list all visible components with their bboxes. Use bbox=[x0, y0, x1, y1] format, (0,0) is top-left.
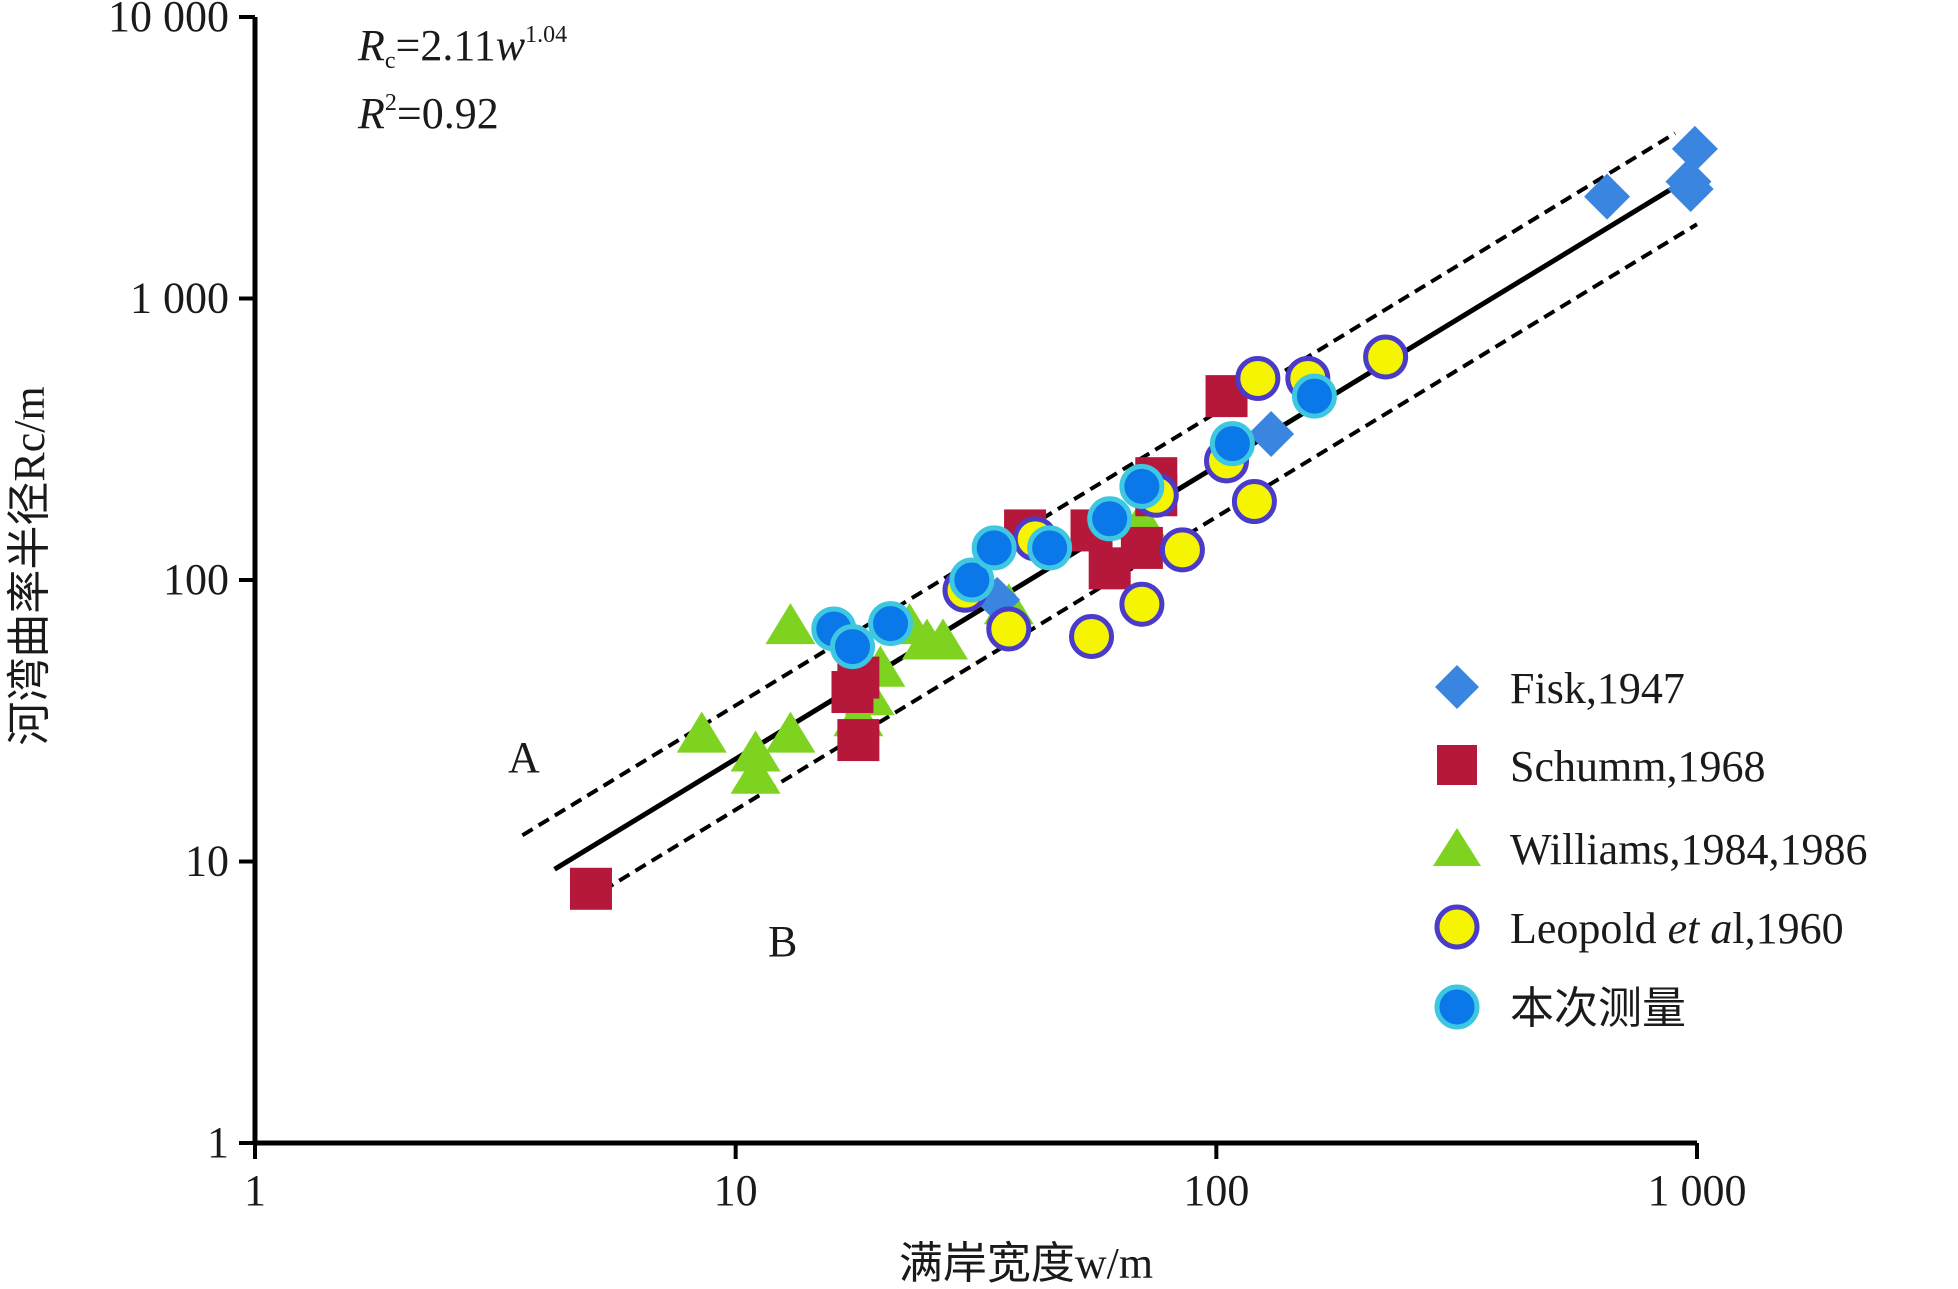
bound-line-a bbox=[521, 131, 1677, 837]
regression-equation: Rc=2.11w1.04 R2=0.92 bbox=[357, 21, 567, 138]
y-tick-label: 1 bbox=[207, 1118, 229, 1167]
data-point-circle bbox=[971, 525, 1017, 571]
data-point-circle bbox=[1159, 527, 1205, 573]
y-axis-title: 河湾曲率半径Rc/m bbox=[5, 386, 54, 745]
data-point-square bbox=[1120, 526, 1163, 569]
data-point-circle bbox=[1363, 334, 1409, 380]
y-tick-label: 10 bbox=[185, 837, 229, 886]
data-point-circle bbox=[1209, 421, 1255, 467]
x-tick-label: 100 bbox=[1183, 1166, 1249, 1215]
data-point-circle bbox=[1291, 373, 1337, 419]
data-point-square bbox=[837, 719, 880, 762]
data-point-circle bbox=[1119, 581, 1165, 627]
data-point-diamond bbox=[1584, 173, 1631, 220]
x-tick-label: 1 000 bbox=[1648, 1166, 1747, 1215]
data-points bbox=[569, 125, 1718, 910]
legend-item-this-study[interactable]: 本次测量 bbox=[1434, 984, 1686, 1033]
legend-label-schumm: Schumm,1968 bbox=[1510, 742, 1765, 791]
data-point-square bbox=[569, 867, 612, 910]
data-point-diamond bbox=[1671, 125, 1718, 172]
legend-label-leopold: Leopold et al,1960 bbox=[1510, 904, 1844, 953]
data-point-circle bbox=[1027, 525, 1073, 571]
data-point-triangle bbox=[765, 603, 816, 645]
legend-circle-marker-leopold bbox=[1434, 904, 1480, 950]
legend-label-williams: Williams,1984,1986 bbox=[1510, 825, 1868, 874]
x-tick-label: 10 bbox=[714, 1166, 758, 1215]
legend-triangle-marker bbox=[1433, 828, 1481, 866]
data-point-diamond bbox=[1665, 158, 1712, 205]
region-label-a: A bbox=[508, 733, 540, 782]
data-point-triangle bbox=[765, 711, 816, 753]
y-tick-label: 1 000 bbox=[130, 274, 229, 323]
y-tick-label: 100 bbox=[163, 555, 229, 604]
data-point-circle bbox=[1231, 479, 1277, 525]
legend-label-fisk: Fisk,1947 bbox=[1510, 664, 1685, 713]
y-ticks: 1 10 100 1 000 10 000 bbox=[108, 0, 255, 1167]
legend-item-fisk[interactable]: Fisk,1947 bbox=[1435, 664, 1685, 713]
data-point-circle bbox=[868, 601, 914, 647]
legend-diamond-marker bbox=[1435, 665, 1479, 709]
equation-line-2: R2=0.92 bbox=[357, 89, 499, 138]
data-point-circle bbox=[949, 557, 995, 603]
legend: Fisk,1947 Schumm,1968 Williams,1984,1986… bbox=[1433, 664, 1868, 1033]
x-axis-title: 满岸宽度w/m bbox=[899, 1239, 1153, 1288]
legend-item-leopold[interactable]: Leopold et al,1960 bbox=[1434, 904, 1844, 953]
data-point-circle bbox=[1087, 496, 1133, 542]
legend-square-marker bbox=[1437, 745, 1477, 785]
data-point-diamond bbox=[1248, 411, 1295, 458]
data-point-circle bbox=[1119, 463, 1165, 509]
data-point-triangle bbox=[918, 618, 969, 660]
legend-item-schumm[interactable]: Schumm,1968 bbox=[1437, 742, 1765, 791]
region-label-b: B bbox=[768, 917, 797, 966]
data-point-triangle bbox=[730, 752, 781, 794]
data-point-circle bbox=[986, 606, 1032, 652]
data-point-triangle bbox=[676, 711, 727, 753]
data-point-circle bbox=[1235, 355, 1281, 401]
x-tick-label: 1 bbox=[244, 1166, 266, 1215]
x-ticks: 1 10 100 1 000 bbox=[244, 1143, 1747, 1215]
equation-line-1: Rc=2.11w1.04 bbox=[357, 21, 567, 74]
data-point-circle bbox=[829, 624, 875, 670]
legend-circle-marker-this-study bbox=[1434, 984, 1480, 1030]
data-point-circle bbox=[1069, 613, 1115, 659]
legend-item-williams[interactable]: Williams,1984,1986 bbox=[1433, 825, 1868, 874]
data-point-triangle bbox=[730, 730, 781, 772]
y-tick-label: 10 000 bbox=[108, 0, 229, 41]
legend-label-this-study: 本次测量 bbox=[1510, 984, 1686, 1033]
